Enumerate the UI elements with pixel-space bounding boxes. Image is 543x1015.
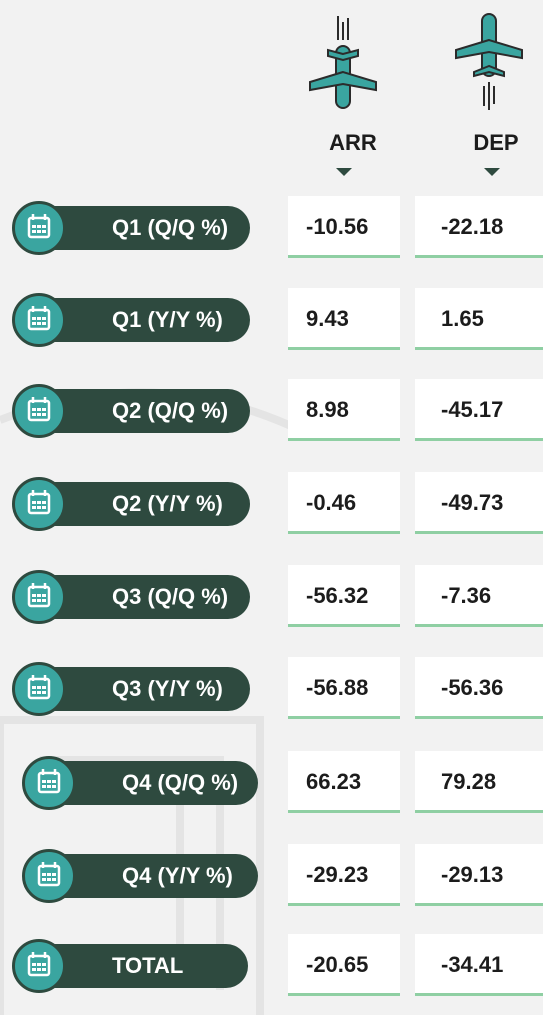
calendar-glyph <box>27 490 51 515</box>
row-label: Q2 (Q/Q %) <box>32 389 250 433</box>
header-arrows <box>336 168 500 176</box>
calendar-glyph <box>37 769 61 794</box>
calendar-icon <box>12 384 66 438</box>
row-label: Q1 (Y/Y %) <box>32 298 250 342</box>
calendar-glyph <box>27 306 51 331</box>
calendar-glyph <box>27 675 51 700</box>
calendar-icon <box>12 662 66 716</box>
row-label: TOTAL <box>32 944 248 988</box>
calendar-glyph <box>27 397 51 422</box>
arr-value: 66.23 <box>288 751 400 813</box>
calendar-icon <box>12 570 66 624</box>
dep-value: -56.36 <box>415 657 543 719</box>
dep-value: 79.28 <box>415 751 543 813</box>
calendar-icon <box>22 849 76 903</box>
dep-value: -34.41 <box>415 934 543 996</box>
dep-value: -29.13 <box>415 844 543 906</box>
column-header: DEP <box>473 130 519 155</box>
plane-icons <box>309 13 523 110</box>
row-label: Q1 (Q/Q %) <box>32 206 250 250</box>
calendar-icon <box>12 201 66 255</box>
calendar-glyph <box>27 952 51 977</box>
calendar-glyph <box>27 583 51 608</box>
dep-value: -7.36 <box>415 565 543 627</box>
row-label: Q4 (Q/Q %) <box>42 761 258 805</box>
arr-value: -10.56 <box>288 196 400 258</box>
row-label: Q2 (Y/Y %) <box>32 482 250 526</box>
column-header: ARR <box>329 130 377 155</box>
arr-value: 8.98 <box>288 379 400 441</box>
row-label: Q3 (Y/Y %) <box>32 667 250 711</box>
row-label: Q4 (Y/Y %) <box>42 854 258 898</box>
calendar-icon <box>12 293 66 347</box>
row-label: Q3 (Q/Q %) <box>32 575 250 619</box>
arr-value: -56.32 <box>288 565 400 627</box>
calendar-icon <box>12 939 66 993</box>
arr-value: -20.65 <box>288 934 400 996</box>
arr-value: -0.46 <box>288 472 400 534</box>
dep-value: -49.73 <box>415 472 543 534</box>
calendar-glyph <box>37 862 61 887</box>
calendar-glyph <box>27 214 51 239</box>
arr-value: -56.88 <box>288 657 400 719</box>
arr-value: 9.43 <box>288 288 400 350</box>
calendar-icon <box>22 756 76 810</box>
calendar-icon <box>12 477 66 531</box>
dep-value: -45.17 <box>415 379 543 441</box>
dep-value: 1.65 <box>415 288 543 350</box>
dep-value: -22.18 <box>415 196 543 258</box>
arr-value: -29.23 <box>288 844 400 906</box>
